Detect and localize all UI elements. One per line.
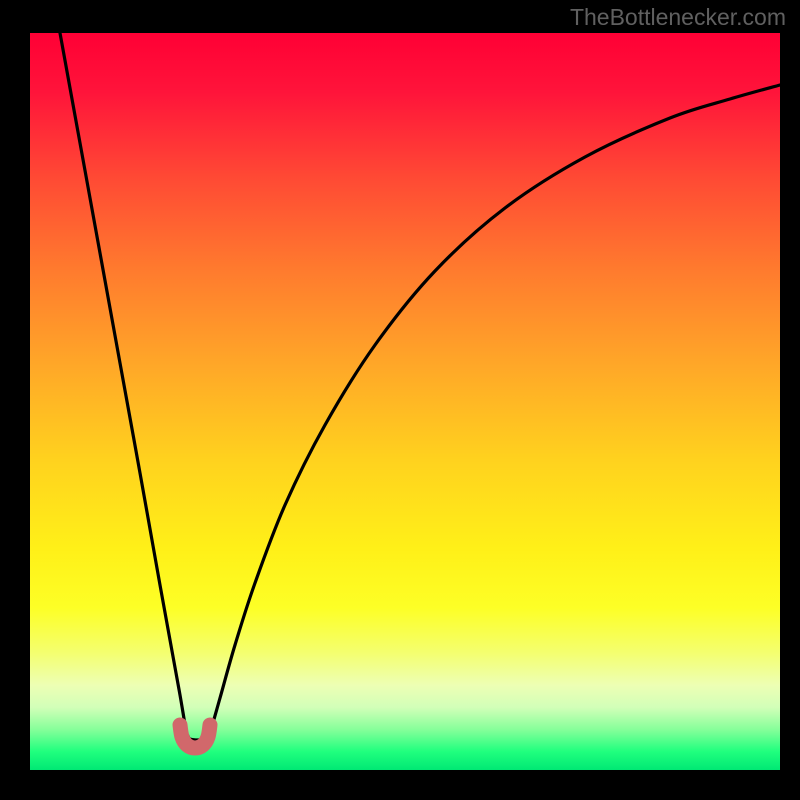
plot-area (30, 33, 780, 770)
bottleneck-curve (60, 33, 780, 740)
frame-left (0, 0, 30, 800)
frame-right (780, 0, 800, 800)
optimum-marker (180, 725, 210, 748)
watermark-text: TheBottlenecker.com (570, 4, 786, 31)
frame-bottom (0, 770, 800, 800)
curve-layer (30, 33, 780, 770)
chart-stage: TheBottlenecker.com (0, 0, 800, 800)
